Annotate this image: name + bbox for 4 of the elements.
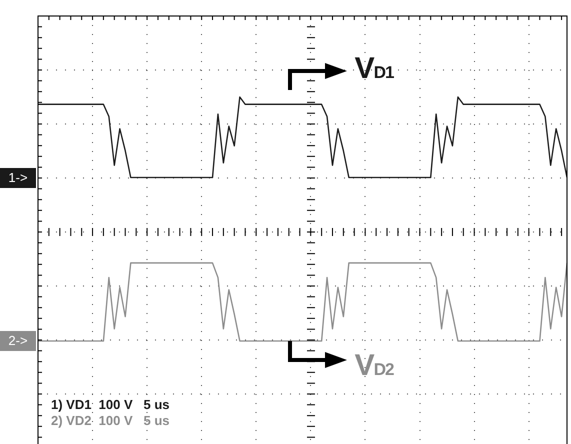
annotation: 2-> [0, 331, 36, 352]
text: 2) VD2 100 V 5 us [51, 413, 170, 428]
text: 1) VD1 100 V 5 us [51, 397, 170, 412]
annotation: 1-> [0, 168, 36, 188]
